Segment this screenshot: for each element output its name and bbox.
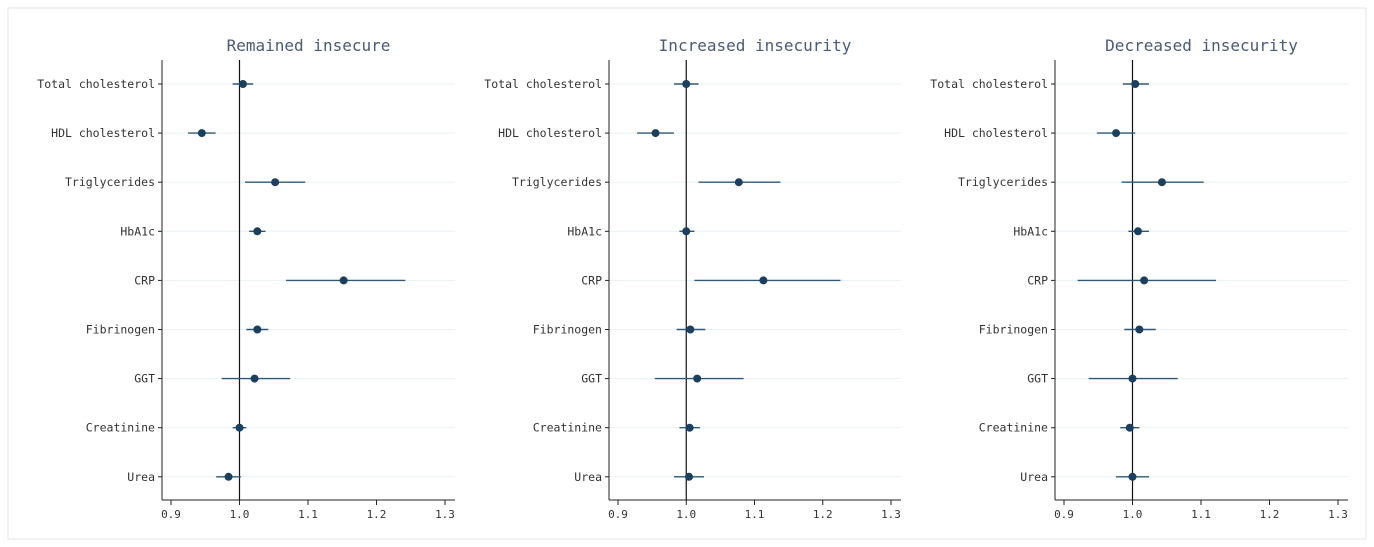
category-label: Triglycerides bbox=[65, 175, 155, 189]
category-label: Creatinine bbox=[533, 421, 602, 435]
category-label: GGT bbox=[581, 372, 602, 386]
estimate-point bbox=[197, 129, 206, 138]
estimate-point bbox=[1125, 423, 1134, 432]
estimate-point bbox=[253, 325, 262, 334]
estimate-point bbox=[235, 423, 244, 432]
estimate-point bbox=[1135, 325, 1144, 334]
estimate-point bbox=[686, 325, 695, 334]
panel-title: Remained insecure bbox=[227, 36, 391, 55]
category-label: Fibrinogen bbox=[533, 323, 602, 337]
x-tick-label: 0.9 bbox=[161, 508, 181, 521]
category-label: Fibrinogen bbox=[979, 323, 1048, 337]
x-tick-label: 1.0 bbox=[230, 508, 250, 521]
category-label: Triglycerides bbox=[958, 175, 1048, 189]
x-tick-label: 1.3 bbox=[1328, 508, 1348, 521]
category-label: HbA1c bbox=[1013, 224, 1048, 238]
estimate-point bbox=[339, 276, 348, 285]
x-tick-label: 0.9 bbox=[1054, 508, 1074, 521]
x-tick-label: 1.0 bbox=[676, 508, 696, 521]
estimate-point bbox=[1128, 472, 1137, 481]
panel-title: Decreased insecurity bbox=[1105, 36, 1298, 55]
category-label: Total cholesterol bbox=[930, 77, 1048, 91]
category-label: CRP bbox=[581, 273, 602, 287]
estimate-point bbox=[684, 472, 693, 481]
category-label: CRP bbox=[1027, 273, 1048, 287]
category-label: CRP bbox=[134, 273, 155, 287]
category-label: HDL cholesterol bbox=[944, 126, 1048, 140]
x-tick-label: 1.1 bbox=[745, 508, 765, 521]
estimate-point bbox=[1133, 227, 1142, 236]
estimate-point bbox=[1157, 178, 1166, 187]
category-label: HbA1c bbox=[120, 224, 155, 238]
panel-title: Increased insecurity bbox=[659, 36, 852, 55]
estimate-point bbox=[759, 276, 768, 285]
category-label: Triglycerides bbox=[512, 175, 602, 189]
estimate-point bbox=[1128, 374, 1137, 383]
category-label: HbA1c bbox=[567, 224, 602, 238]
forest-panel-1: Remained insecure Total cholesterol HDL ch… bbox=[37, 36, 455, 521]
category-label: Fibrinogen bbox=[86, 323, 155, 337]
estimate-point bbox=[685, 423, 694, 432]
x-tick-label: 1.2 bbox=[367, 508, 387, 521]
forest-panel-2: Increased insecurity Total cholesterol HDL… bbox=[484, 36, 901, 521]
category-label: GGT bbox=[134, 372, 155, 386]
estimate-point bbox=[1131, 80, 1140, 88]
category-label: Urea bbox=[1020, 470, 1048, 484]
estimate-point bbox=[224, 472, 233, 481]
category-label: GGT bbox=[1027, 372, 1048, 386]
x-tick-label: 1.2 bbox=[813, 508, 833, 521]
estimate-point bbox=[1140, 276, 1149, 285]
estimate-point bbox=[271, 178, 280, 187]
estimate-point bbox=[682, 80, 691, 88]
category-label: Urea bbox=[574, 470, 602, 484]
category-label: Total cholesterol bbox=[484, 77, 602, 91]
estimate-point bbox=[734, 178, 743, 187]
x-tick-label: 1.2 bbox=[1260, 508, 1280, 521]
estimate-point bbox=[238, 80, 247, 88]
estimate-point bbox=[1112, 129, 1121, 138]
category-label: Creatinine bbox=[86, 421, 155, 435]
category-label: Total cholesterol bbox=[37, 77, 155, 91]
estimate-point bbox=[682, 227, 691, 236]
x-tick-label: 1.0 bbox=[1123, 508, 1143, 521]
x-tick-label: 1.3 bbox=[435, 508, 455, 521]
estimate-point bbox=[250, 374, 259, 383]
x-tick-label: 1.3 bbox=[881, 508, 901, 521]
category-label: HDL cholesterol bbox=[51, 126, 155, 140]
estimate-point bbox=[651, 129, 660, 138]
x-tick-label: 0.9 bbox=[608, 508, 628, 521]
category-label: Creatinine bbox=[979, 421, 1048, 435]
estimate-point bbox=[693, 374, 702, 383]
category-label: Urea bbox=[127, 470, 155, 484]
forest-panel-3: Decreased insecurity Total cholesterol HDL… bbox=[930, 36, 1348, 521]
category-label: HDL cholesterol bbox=[498, 126, 602, 140]
x-tick-label: 1.1 bbox=[298, 508, 318, 521]
estimate-point bbox=[253, 227, 262, 236]
x-tick-label: 1.1 bbox=[1191, 508, 1211, 521]
